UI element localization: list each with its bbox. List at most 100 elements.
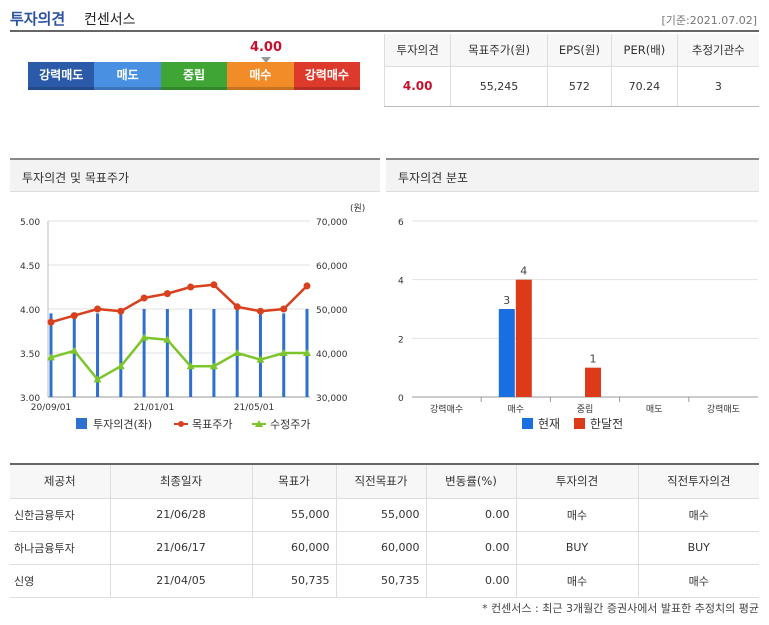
legend-swatch-adjusted — [255, 420, 263, 427]
firm-name: 신영 — [10, 563, 111, 598]
page-subtitle: 컨센서스 — [84, 12, 136, 28]
details-header-cell: 투자의견 — [515, 463, 639, 499]
left-axis-tick: 5.00 — [20, 218, 40, 228]
opinion-level-sell: 매도 — [94, 62, 161, 90]
target-price-point — [303, 282, 311, 290]
opinion: BUY — [515, 530, 639, 565]
y-axis-tick: 4 — [398, 277, 404, 287]
opinion-level-strong-buy: 강력매수 — [293, 62, 361, 90]
y-axis-tick: 0 — [398, 394, 404, 404]
table-row: 신영 21/04/05 50,735 50,735 0.00 매수 매수 — [10, 563, 759, 598]
target-price-point — [117, 307, 125, 315]
legend-label: 목표주가 — [192, 418, 232, 431]
adjusted-price-point — [140, 333, 149, 341]
legend-label: 투자의견(좌) — [93, 418, 152, 431]
legend-label: 현재 — [538, 417, 560, 431]
summary-target-price: 55,245 — [450, 65, 548, 107]
details-header-cell: 최종일자 — [109, 463, 253, 499]
adjusted-price-point — [93, 375, 102, 383]
legend-swatch-target — [178, 421, 184, 427]
target-price-point — [70, 312, 78, 320]
target-price-point — [210, 281, 218, 289]
summary-per: 70.24 — [611, 65, 678, 107]
target-price: 55,000 — [251, 497, 337, 532]
distribution-bar — [585, 367, 601, 397]
opinion-target-chart: 5.00 4.50 4.00 3.50 3.00 70,000 60,000 50,000 40… — [20, 203, 365, 431]
panel-title-opinion-distribution: 투자의견 분포 — [386, 158, 759, 192]
summary-header-cell: 투자의견 — [383, 34, 452, 67]
firm-name: 하나금융투자 — [10, 530, 111, 565]
opinion-bar — [142, 309, 146, 397]
change-rate: 0.00 — [425, 530, 517, 565]
adjusted-price-point — [70, 346, 79, 354]
title-bar: 투자의견 컨센서스 [기준:2021.07.02] — [10, 6, 759, 32]
adjusted-price-point — [209, 362, 218, 370]
x-axis-tick: 강력매도 — [707, 403, 740, 415]
target-price-line — [50, 283, 308, 324]
prev-target-price: 50,735 — [335, 563, 427, 598]
last-date: 21/06/17 — [109, 530, 253, 565]
page-title: 투자의견 — [10, 10, 66, 28]
summary-opinion-value: 4.00 — [383, 65, 452, 107]
adjusted-price-point — [186, 362, 195, 370]
opinion-bar — [96, 313, 100, 397]
left-axis-tick: 3.00 — [20, 394, 40, 404]
opinion: 매수 — [515, 497, 639, 532]
target-price: 60,000 — [251, 530, 337, 565]
right-axis-tick: 30,000 — [316, 394, 348, 404]
adjusted-price-point — [256, 355, 265, 363]
details-table: 제공처 최종일자 목표가 직전목표가 변동률(%) 투자의견 직전투자의견 신한… — [10, 463, 759, 598]
target-price-point — [233, 303, 241, 311]
right-axis-unit: (원) — [350, 203, 365, 214]
y-axis-tick: 6 — [398, 218, 404, 228]
prev-opinion: BUY — [637, 530, 759, 565]
table-row: 하나금융투자 21/06/17 60,000 60,000 0.00 BUY B… — [10, 530, 759, 565]
left-axis-tick: 4.00 — [20, 306, 40, 316]
base-date: [기준:2021.07.02] — [661, 14, 757, 27]
opinion-value: 4.00 — [249, 40, 283, 55]
summary-header-cell: 추정기관수 — [676, 34, 759, 67]
prev-opinion: 매수 — [637, 563, 759, 598]
distribution-bar — [498, 309, 515, 397]
opinion: 매수 — [515, 563, 639, 598]
adjusted-price-line — [50, 336, 307, 382]
opinion-level-neutral: 중립 — [160, 62, 228, 90]
legend-label: 한달전 — [590, 417, 623, 431]
opinion-level-strong-sell: 강력매도 — [28, 62, 95, 90]
x-axis-tick: 강력매수 — [430, 403, 463, 415]
y-axis-tick: 2 — [398, 335, 404, 345]
summary-header-cell: EPS(원) — [546, 34, 613, 67]
opinion-scale: 강력매도 매도 중립 매수 강력매수 — [28, 62, 361, 90]
target-price: 50,735 — [251, 563, 337, 598]
target-price-point — [163, 290, 171, 298]
legend-swatch-current — [522, 418, 533, 429]
prev-target-price: 55,000 — [335, 497, 427, 532]
data-label: 3 — [503, 294, 510, 307]
opinion-bar — [189, 309, 193, 397]
last-date: 21/04/05 — [109, 563, 253, 598]
footnote: * 컨센서스 : 최근 3개월간 증권사에서 발표한 추정치의 평균 — [482, 602, 759, 615]
x-axis-tick: 매도 — [646, 404, 663, 415]
adjusted-price-point — [303, 349, 311, 356]
left-axis-tick: 3.50 — [20, 350, 40, 360]
target-price-point — [256, 307, 264, 315]
opinion-bar — [212, 309, 216, 397]
firm-name: 신한금융투자 — [10, 497, 111, 532]
change-rate: 0.00 — [425, 497, 517, 532]
last-date: 21/06/28 — [109, 497, 253, 532]
opinion-bar — [72, 313, 76, 397]
right-axis-tick: 40,000 — [316, 350, 348, 360]
target-price-point — [187, 283, 195, 291]
opinion-bar — [165, 309, 169, 397]
summary-header-cell: PER(배) — [611, 34, 678, 67]
target-price-point — [140, 294, 148, 302]
summary-header-row: 투자의견 목표주가(원) EPS(원) PER(배) 추정기관수 — [383, 34, 759, 67]
summary-eps: 572 — [546, 65, 613, 107]
opinion-bar — [258, 313, 262, 397]
x-axis-tick: 중립 — [577, 404, 594, 415]
opinion-bar — [119, 313, 123, 397]
x-axis-tick: 21/05/01 — [234, 403, 274, 413]
summary-table: 투자의견 목표주가(원) EPS(원) PER(배) 추정기관수 4.00 55… — [383, 34, 759, 107]
opinion-level-buy: 매수 — [227, 62, 294, 90]
summary-institution-count: 3 — [676, 65, 759, 107]
